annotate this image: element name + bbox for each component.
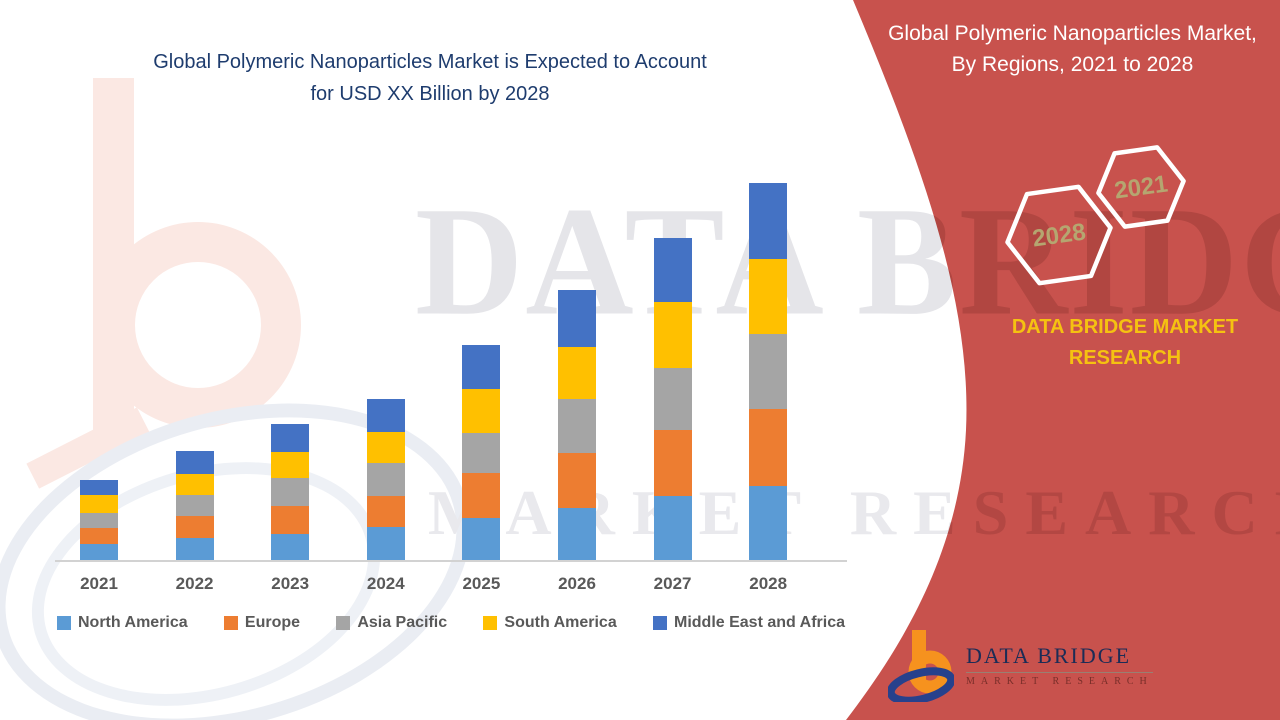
bar-segment-asia-pacific — [80, 513, 118, 528]
x-axis-line — [55, 560, 847, 562]
bar-segment-middle-east-and-africa — [175, 451, 214, 474]
bar-segment-europe — [749, 409, 788, 486]
chart-title-line2: for USD XX Billion by 2028 — [310, 83, 550, 105]
legend-label-south-america: South America — [504, 614, 617, 631]
bar-segment-south-america — [462, 389, 501, 433]
hexagon-2021-label: 2021 — [1113, 170, 1170, 204]
bar-segment-north-america — [80, 544, 118, 560]
bar-segment-asia-pacific — [175, 495, 214, 516]
bar-segment-north-america — [749, 486, 788, 560]
legend-swatch-middle-east-and-africa — [653, 616, 667, 630]
bar-segment-north-america — [175, 538, 214, 560]
logo-text: DATA BRIDGE MARKET RESEARCH — [966, 643, 1153, 687]
bar-segment-europe — [80, 528, 118, 544]
bar-2028 — [749, 183, 788, 560]
bar-2026 — [558, 290, 596, 560]
bar-segment-south-america — [80, 495, 118, 513]
x-axis-label-2024: 2024 — [366, 574, 405, 593]
legend-item-south-america: South America — [483, 614, 617, 632]
legend-label-middle-east-and-africa: Middle East and Africa — [674, 614, 845, 631]
bar-segment-north-america — [366, 527, 405, 560]
legend-item-north-america: North America — [57, 614, 188, 632]
bar-2027 — [653, 238, 692, 560]
bar-segment-europe — [462, 473, 501, 518]
pink-logo-watermark-tail — [26, 407, 150, 489]
chart-legend: North America Europe Asia Pacific South Ame… — [57, 614, 845, 632]
hexagon-2021: 2021 — [1096, 145, 1186, 229]
legend-label-asia-pacific: Asia Pacific — [357, 614, 448, 631]
bar-segment-asia-pacific — [749, 334, 788, 409]
bar-segment-asia-pacific — [462, 433, 501, 473]
legend-swatch-south-america — [483, 616, 498, 630]
bar-segment-north-america — [462, 518, 501, 560]
legend-label-north-america: North America — [78, 614, 188, 631]
bar-segment-europe — [653, 430, 692, 496]
bar-2021 — [80, 480, 118, 560]
bar-segment-middle-east-and-africa — [653, 238, 692, 302]
watermark-echo-line2: MARKET RESEARCH — [428, 477, 1280, 548]
databridge-logo: DATA BRIDGE MARKET RESEARCH — [888, 628, 1153, 702]
bar-segment-south-america — [749, 259, 788, 334]
logo-tagline: MARKET RESEARCH — [966, 676, 1153, 687]
chart-title-line1: Global Polymeric Nanoparticles Market is… — [153, 51, 707, 73]
legend-swatch-europe — [223, 616, 238, 630]
bar-2023 — [271, 424, 310, 560]
brand-wordmark: DATA BRIDGE MARKET RESEARCH — [1011, 316, 1239, 369]
legend-item-europe: Europe — [223, 614, 301, 632]
hexagon-2021-outline — [1096, 145, 1186, 229]
bar-segment-europe — [558, 453, 596, 508]
bar-segment-south-america — [175, 474, 214, 495]
legend-item-asia-pacific: Asia Pacific — [336, 614, 447, 632]
x-axis-label-2026: 2026 — [558, 574, 596, 593]
x-axis-label-2027: 2027 — [653, 574, 692, 593]
legend-item-middle-east-and-africa: Middle East and Africa — [653, 614, 845, 632]
bar-segment-middle-east-and-africa — [271, 424, 310, 452]
chart-title: Global Polymeric Nanoparticles Market is… — [60, 46, 800, 110]
year-hexagons: 2028 2021 — [1005, 145, 1186, 286]
bar-segment-middle-east-and-africa — [80, 480, 118, 495]
x-axis-label-2023: 2023 — [271, 574, 310, 593]
bar-segment-south-america — [558, 347, 596, 399]
hexagon-2028: 2028 — [1005, 184, 1113, 286]
legend-label-europe: Europe — [244, 614, 301, 631]
bar-2022 — [175, 451, 214, 560]
bar-segment-asia-pacific — [271, 478, 310, 506]
bar-segment-south-america — [653, 302, 692, 368]
bar-segment-middle-east-and-africa — [749, 183, 788, 259]
bar-2024 — [366, 399, 405, 560]
legend-swatch-north-america — [57, 616, 71, 630]
bar-segment-europe — [175, 516, 214, 538]
pink-logo-watermark-bowl — [95, 222, 301, 428]
bar-segment-south-america — [366, 432, 405, 463]
bar-2025 — [462, 345, 501, 560]
bar-segment-asia-pacific — [366, 463, 405, 496]
x-axis-label-2022: 2022 — [175, 574, 214, 593]
databridge-logo-icon — [888, 630, 954, 702]
bar-segment-north-america — [558, 508, 596, 560]
bar-segment-europe — [366, 496, 405, 527]
bar-segment-europe — [271, 506, 310, 534]
bar-segment-middle-east-and-africa — [366, 399, 405, 432]
hexagon-2028-outline — [1005, 184, 1113, 286]
bar-segment-middle-east-and-africa — [462, 345, 501, 389]
logo-blue-swoosh — [888, 667, 954, 702]
bar-segment-asia-pacific — [558, 399, 596, 453]
bar-segment-middle-east-and-africa — [558, 290, 596, 347]
bar-segment-north-america — [271, 534, 310, 560]
bar-segment-asia-pacific — [653, 368, 692, 430]
x-axis-label-2025: 2025 — [462, 574, 501, 593]
x-axis-label-2028: 2028 — [749, 574, 788, 593]
blue-swoosh-watermark-outer — [0, 350, 510, 720]
hexagon-2028-label: 2028 — [1031, 218, 1088, 252]
x-axis-label-2021: 2021 — [80, 574, 118, 593]
bar-segment-south-america — [271, 452, 310, 478]
bar-segment-north-america — [653, 496, 692, 560]
logo-name: DATA BRIDGE — [966, 643, 1153, 673]
pink-logo-watermark-stem — [93, 78, 134, 430]
sidebar-title: Global Polymeric Nanoparticles Market, B… — [888, 22, 1257, 76]
legend-swatch-asia-pacific — [336, 616, 351, 630]
